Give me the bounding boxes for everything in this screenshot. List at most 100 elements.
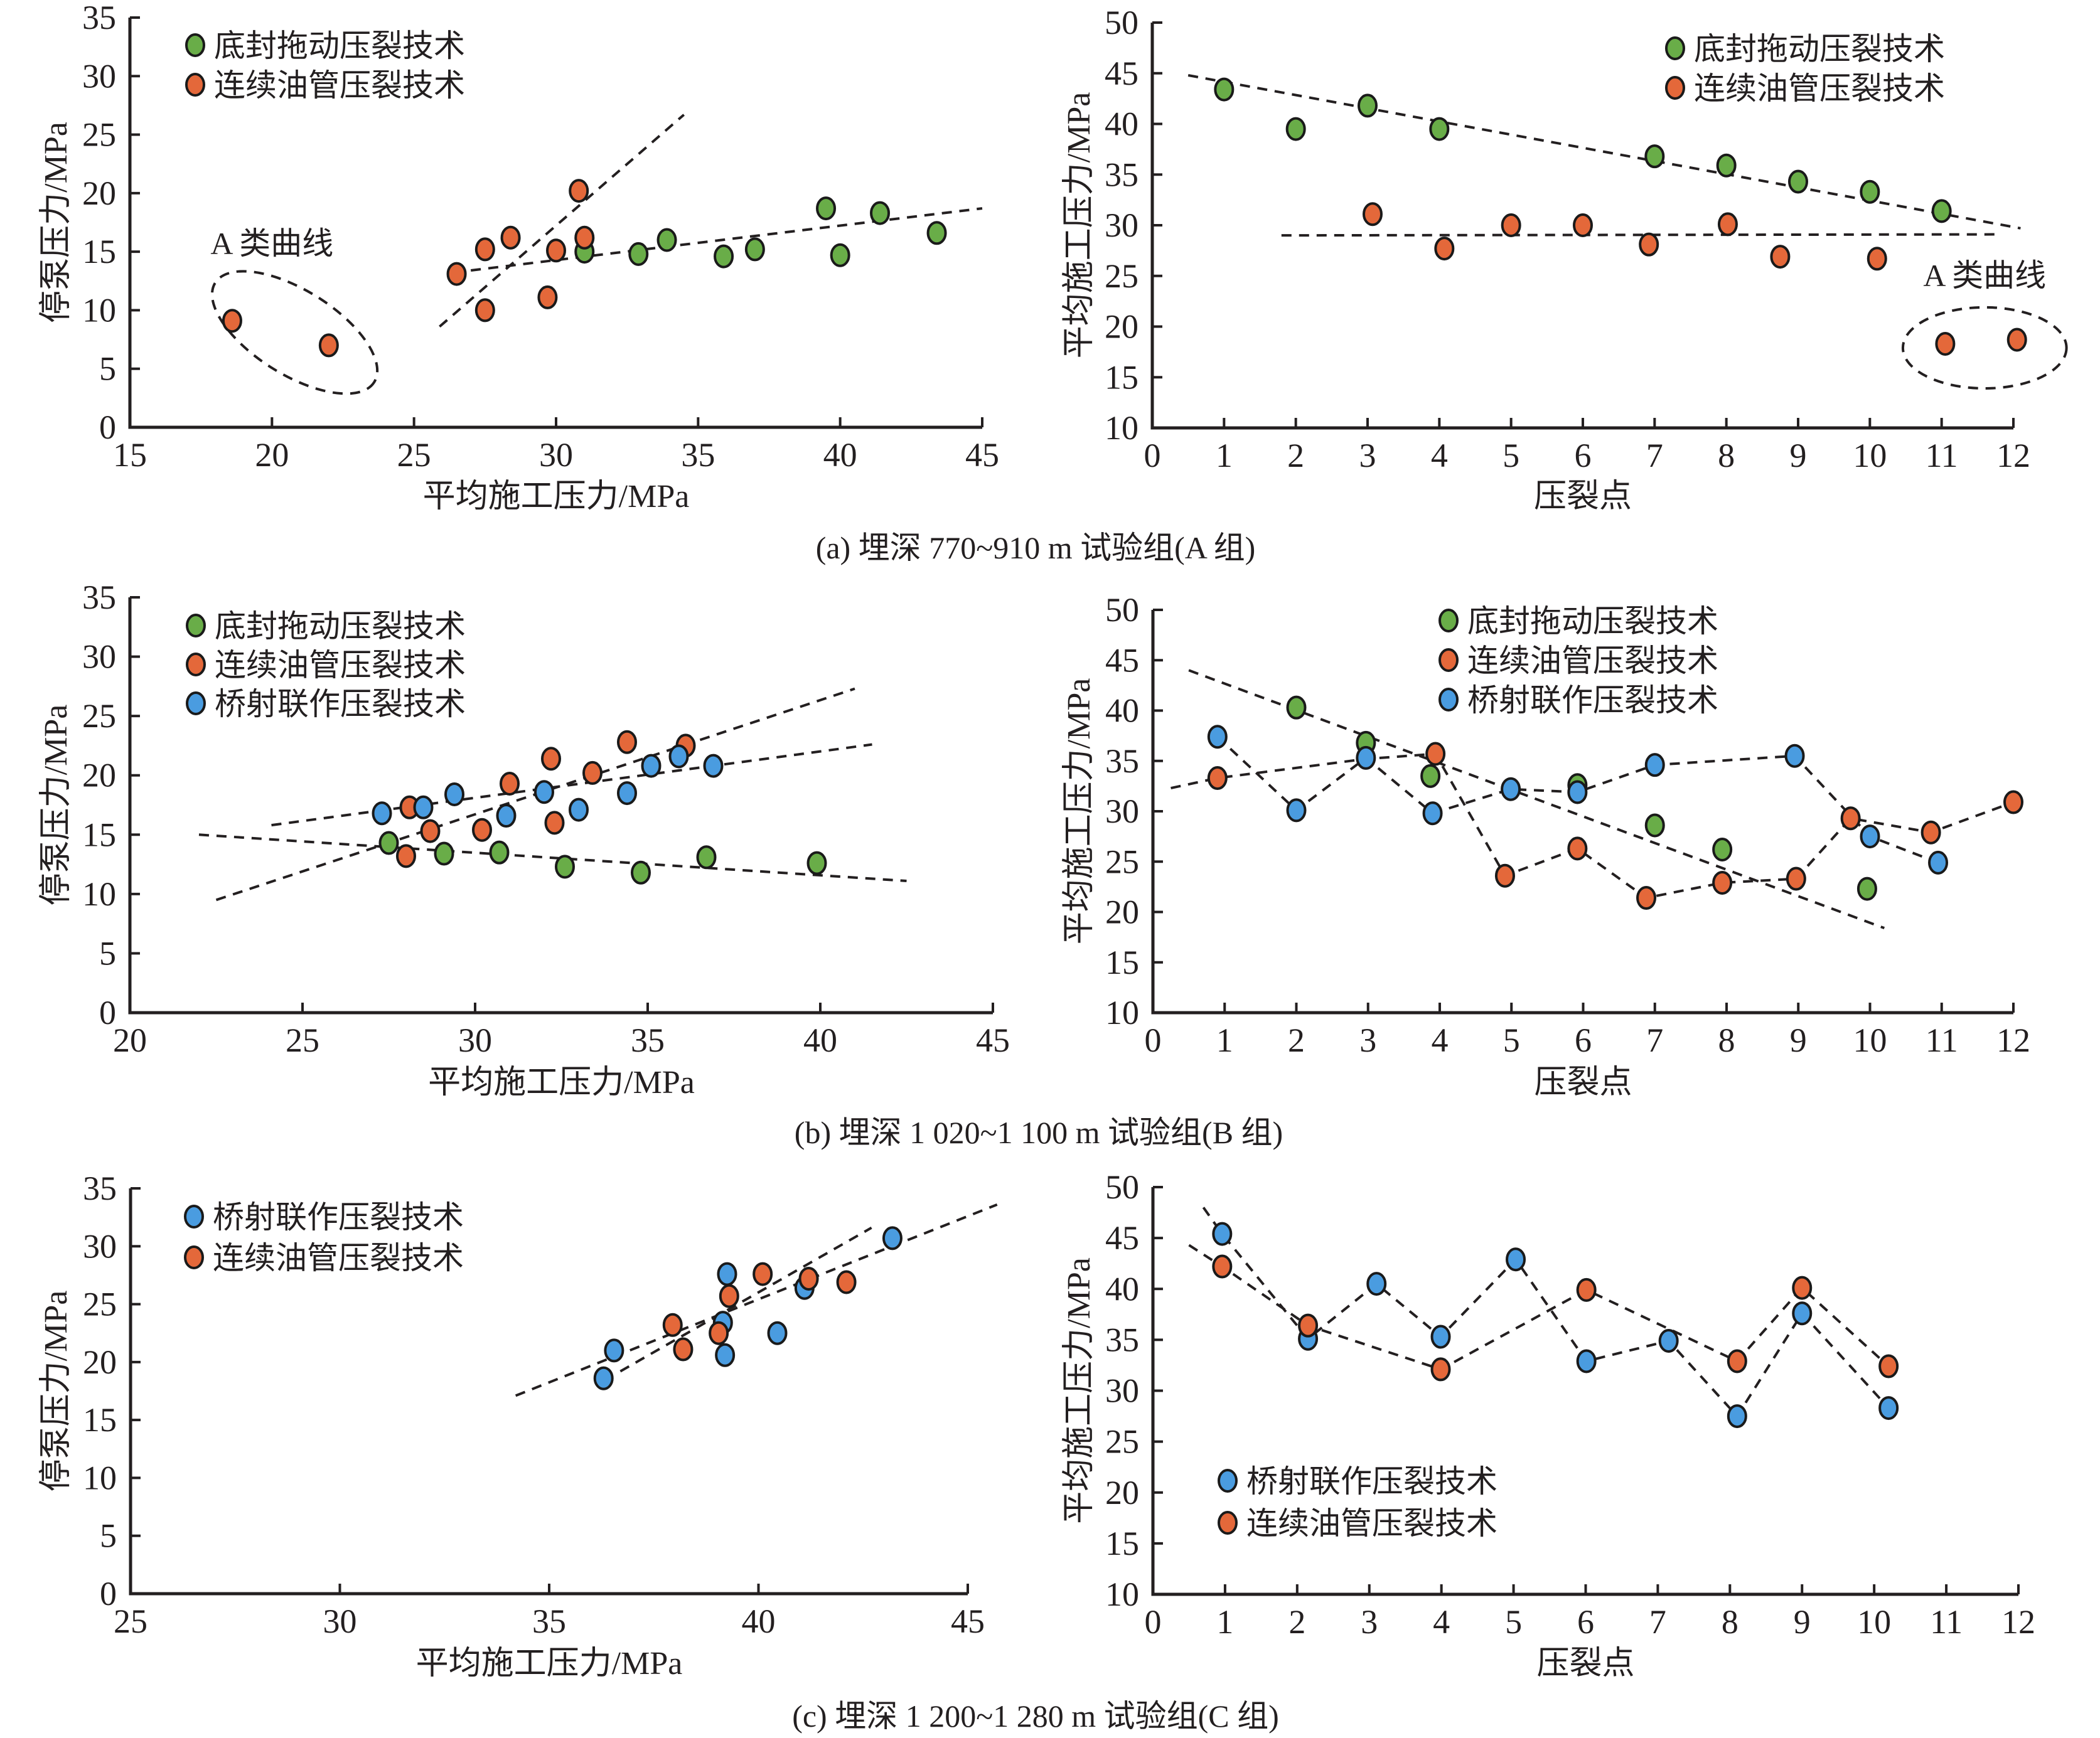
y-tick-label: 35 (1105, 742, 1139, 780)
data-point-bottom-seal-drag (816, 196, 837, 221)
data-point-coiled-tubing (798, 1266, 819, 1291)
y-tick-label: 35 (82, 578, 116, 616)
data-point-bridge-plug-perf (703, 754, 724, 778)
data-point-bridge-plug-perf (767, 1321, 788, 1345)
data-point-bridge-plug-perf (717, 1262, 737, 1286)
chart-b-left: 20 25 30 35 40 45 0 5 10 15 20 25 30 35 平均施工压力/MPa 停泵压力… (38, 578, 1010, 1101)
x-tick-label: 40 (803, 1021, 837, 1059)
data-point-coiled-tubing (836, 1270, 857, 1294)
legend-marker-bridge-plug-perf (1438, 688, 1459, 712)
chart-b-right: 0 1 2 3 4 5 6 7 8 9 10 11 12101520253035404550压裂点平均施… (1061, 591, 2030, 1101)
data-point-coiled-tubing (222, 309, 242, 333)
x-tick-label: 6 (1575, 437, 1592, 474)
x-tick-label: 45 (951, 1602, 985, 1640)
chart-c-right: 0 1 2 3 4 5 6 7 8 9 10 11 12101520253035404550压裂点平均施… (1061, 1168, 2035, 1682)
data-point-coiled-tubing (1430, 1357, 1451, 1382)
y-axis-title: 停泵压力/MPa (38, 1291, 74, 1492)
x-tick-label: 8 (1718, 1021, 1735, 1059)
y-tick-label: 5 (99, 934, 116, 972)
trend-line-bottom-seal-drag (1187, 74, 2021, 230)
data-point-coiled-tubing (617, 730, 637, 754)
legend-marker-bottom-seal-drag (186, 614, 206, 637)
x-tick-label: 25 (114, 1602, 147, 1640)
data-point-bottom-seal-drag (1644, 144, 1665, 169)
data-point-bottom-seal-drag (1214, 77, 1235, 102)
data-point-bottom-seal-drag (434, 841, 454, 866)
data-point-coiled-tubing (1935, 331, 1956, 356)
data-point-coiled-tubing (500, 225, 521, 250)
legend-marker-coiled-tubing (1665, 76, 1685, 100)
x-tick-label: 2 (1287, 437, 1304, 474)
legend-label-bottom-seal-drag: 底封拖动压裂技术 (1467, 604, 1718, 639)
data-point-bottom-seal-drag (1716, 153, 1737, 178)
x-axis-title: 平均施工压力/MPa (416, 1646, 683, 1682)
data-point-bridge-plug-perf (668, 744, 689, 769)
y-tick-label: 20 (1105, 308, 1138, 346)
y-tick-label: 35 (83, 1170, 117, 1207)
legend-label-bridge-plug-perf: 桥射联作压裂技术 (213, 1200, 464, 1235)
y-tick-label: 0 (100, 1575, 117, 1613)
data-point-coiled-tubing (474, 237, 495, 262)
data-point-bridge-plug-perf (1792, 1301, 1813, 1326)
data-point-bridge-plug-perf (1860, 824, 1880, 849)
data-point-bridge-plug-perf (1784, 744, 1805, 768)
y-tick-label: 0 (99, 994, 116, 1032)
x-tick-label: 10 (1857, 1603, 1891, 1641)
y-tick-label: 30 (82, 638, 116, 676)
data-point-bridge-plug-perf (1366, 1272, 1387, 1296)
y-tick-label: 10 (1105, 1575, 1139, 1613)
x-tick-label: 2 (1288, 1603, 1305, 1641)
y-tick-label: 15 (1105, 358, 1138, 396)
y-tick-label: 25 (82, 697, 116, 735)
x-tick-label: 5 (1503, 437, 1519, 474)
legend-marker-coiled-tubing (1218, 1511, 1238, 1535)
x-tick-label: 1 (1216, 1021, 1233, 1059)
data-point-bridge-plug-perf (1727, 1404, 1747, 1429)
y-tick-label: 10 (1105, 994, 1139, 1032)
a-type-curve-ellipse (210, 270, 379, 395)
data-point-bottom-seal-drag (555, 855, 575, 879)
x-tick-label: 35 (631, 1021, 665, 1059)
x-axis-title: 平均施工压力/MPa (423, 479, 690, 514)
data-point-bottom-seal-drag (1860, 179, 1880, 204)
data-point-bottom-seal-drag (628, 242, 649, 266)
data-point-coiled-tubing (1207, 766, 1228, 791)
data-point-coiled-tubing (709, 1321, 729, 1345)
x-tick-label: 2 (1288, 1021, 1305, 1059)
x-tick-label: 20 (113, 1021, 147, 1059)
a-type-curve-label: A 类曲线 (210, 226, 333, 261)
y-tick-label: 5 (100, 1517, 117, 1555)
x-axis-title: 压裂点 (1536, 1646, 1634, 1682)
y-tick-label: 10 (82, 291, 116, 329)
legend-label-bridge-plug-perf: 桥射联作压裂技术 (1246, 1464, 1497, 1499)
y-axis-title: 平均施工压力/MPa (1061, 1257, 1097, 1524)
legend-label-bottom-seal-drag: 底封拖动压裂技术 (1694, 31, 1945, 67)
x-tick-label: 25 (397, 436, 431, 474)
data-point-bottom-seal-drag (631, 860, 651, 885)
a-type-curve-ellipse (1901, 306, 2068, 390)
legend-marker-coiled-tubing (185, 73, 205, 97)
legend-label-coiled-tubing: 连续油管压裂技术 (213, 1240, 464, 1276)
data-point-bridge-plug-perf (1567, 780, 1588, 804)
data-point-bottom-seal-drag (870, 201, 891, 225)
data-point-bottom-seal-drag (926, 221, 947, 245)
data-point-bottom-seal-drag (1931, 199, 1952, 223)
y-tick-label: 30 (83, 1227, 117, 1265)
trend-line-bottom-seal-drag (470, 207, 983, 272)
data-point-bridge-plug-perf (1422, 801, 1443, 826)
data-point-coiled-tubing (753, 1262, 773, 1286)
x-tick-label: 35 (532, 1602, 566, 1640)
trend-line-coiled-tubing (439, 114, 685, 328)
data-point-coiled-tubing (541, 747, 561, 771)
data-point-bridge-plug-perf (882, 1226, 903, 1250)
x-axis-title: 压裂点 (1534, 479, 1632, 514)
y-tick-label: 15 (82, 233, 116, 270)
data-point-bottom-seal-drag (1856, 877, 1877, 901)
y-tick-label: 35 (82, 0, 116, 36)
x-tick-label: 5 (1505, 1603, 1522, 1641)
x-tick-label: 3 (1361, 1603, 1378, 1641)
data-point-coiled-tubing (1363, 202, 1383, 227)
x-tick-label: 1 (1216, 437, 1233, 474)
y-tick-label: 45 (1105, 55, 1138, 92)
